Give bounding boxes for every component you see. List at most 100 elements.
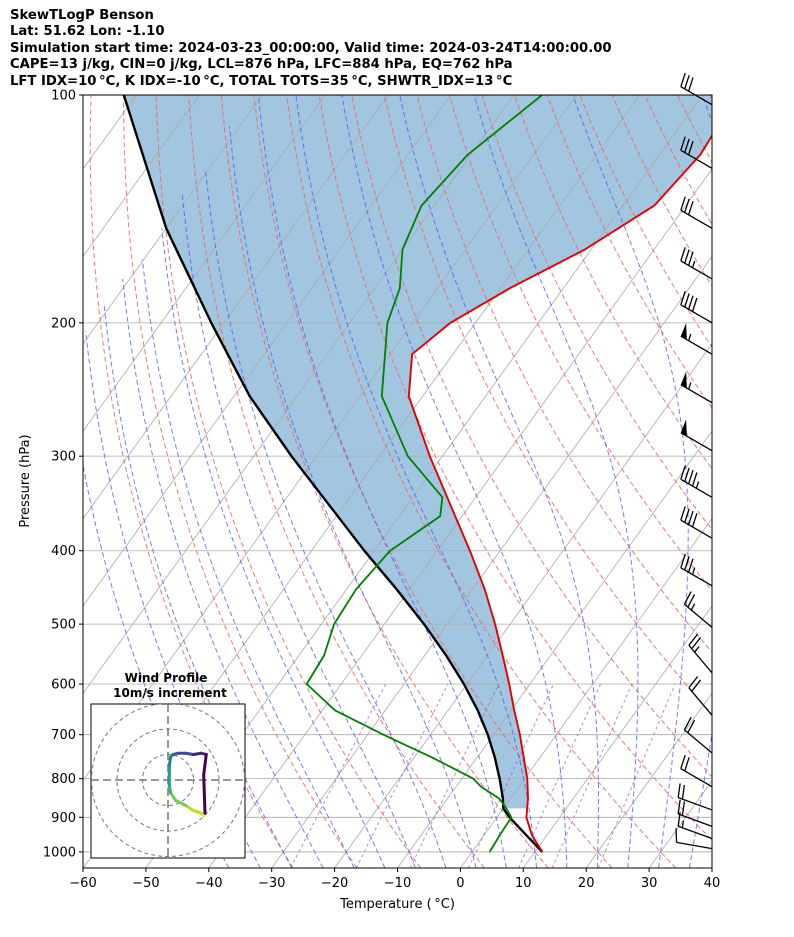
x-tick-label: −40 bbox=[195, 876, 222, 891]
hodograph-segment bbox=[202, 773, 207, 815]
wind-barb bbox=[680, 72, 713, 106]
wind-barb bbox=[680, 506, 713, 539]
barb-half-flag bbox=[694, 646, 700, 653]
barb-staff bbox=[680, 567, 713, 587]
isotherm-line bbox=[83, 95, 452, 607]
wind-barb bbox=[680, 291, 713, 324]
barb-half-flag bbox=[691, 567, 696, 575]
barb-flag bbox=[687, 251, 694, 266]
barb-flag bbox=[687, 141, 694, 156]
time-line: Simulation start time: 2024-03-23_00:00:… bbox=[10, 40, 612, 56]
barb-flag bbox=[684, 293, 690, 308]
barb-pennant bbox=[680, 371, 687, 389]
dry-adiabat bbox=[286, 95, 677, 868]
dry-adiabat bbox=[188, 95, 485, 868]
barb-flag bbox=[691, 637, 702, 650]
barb-pennant bbox=[680, 419, 687, 437]
mixing-ratio-line bbox=[518, 683, 602, 868]
isotherm-line bbox=[334, 343, 712, 868]
wind-barb bbox=[688, 633, 713, 674]
barb-staff bbox=[684, 729, 713, 754]
barb-flag bbox=[683, 716, 692, 731]
x-tick-label: 0 bbox=[456, 876, 464, 891]
barb-flag bbox=[680, 196, 686, 211]
y-tick-label: 400 bbox=[51, 544, 76, 559]
dry-adiabat bbox=[644, 95, 712, 226]
x-axis-label: Temperature ( °C) bbox=[339, 897, 455, 912]
moist-adiabat bbox=[688, 95, 712, 868]
wind-barb bbox=[688, 676, 713, 716]
barb-flag bbox=[675, 828, 678, 843]
y-tick-label: 1000 bbox=[43, 845, 76, 860]
barb-flag bbox=[684, 556, 690, 571]
hodograph-plot bbox=[91, 704, 245, 858]
indices-line-1: CAPE=13 j/kg, CIN=0 j/kg, LCL=876 hPa, L… bbox=[10, 57, 513, 73]
barb-flag bbox=[684, 75, 690, 90]
barb-staff bbox=[680, 86, 713, 106]
wind-barb bbox=[683, 716, 713, 754]
mixing-ratio-line bbox=[551, 683, 633, 868]
dry-adiabat bbox=[677, 95, 712, 164]
barb-staff bbox=[680, 304, 713, 324]
mixing-ratio-line bbox=[409, 683, 500, 868]
barb-staff bbox=[688, 644, 713, 674]
hodograph-segment bbox=[202, 753, 208, 777]
barb-half-flag bbox=[695, 481, 700, 489]
isotherm-line bbox=[83, 95, 326, 432]
isotherm-line bbox=[83, 95, 263, 345]
wind-barb bbox=[680, 247, 713, 280]
barb-flag bbox=[680, 291, 686, 306]
x-tick-label: 20 bbox=[578, 876, 595, 891]
dry-adiabat bbox=[155, 95, 422, 868]
barb-pennant bbox=[680, 323, 687, 340]
moist-adiabat bbox=[204, 168, 447, 868]
moist-adiabat bbox=[161, 228, 386, 868]
barb-flag bbox=[691, 679, 702, 692]
y-tick-label: 800 bbox=[51, 772, 76, 787]
barb-staff bbox=[680, 478, 713, 498]
isotherm-line bbox=[460, 517, 712, 868]
barb-flag bbox=[677, 783, 681, 798]
barb-staff bbox=[676, 841, 713, 850]
barb-flag bbox=[688, 633, 699, 646]
hodograph-segment bbox=[169, 791, 178, 802]
hodograph-inset: Wind Profile 10m/s increment bbox=[90, 671, 246, 859]
dry-adiabat bbox=[89, 95, 294, 868]
wind-barb bbox=[683, 591, 713, 628]
y-tick-label: 300 bbox=[51, 450, 76, 465]
isotherm-line bbox=[208, 168, 712, 868]
wind-barb bbox=[677, 783, 713, 811]
wind-barb bbox=[680, 754, 713, 788]
barb-flag bbox=[687, 558, 694, 573]
hodograph-title: Wind Profile bbox=[125, 671, 208, 685]
barb-flag bbox=[683, 591, 692, 605]
dewpoint-line bbox=[305, 95, 543, 853]
barb-flag bbox=[691, 513, 698, 528]
barb-staff bbox=[684, 603, 713, 628]
barb-flag bbox=[684, 138, 690, 153]
dry-adiabat bbox=[123, 95, 358, 868]
dry-adiabat bbox=[220, 95, 549, 868]
isotherm-line bbox=[0, 95, 73, 868]
plot-area bbox=[0, 95, 794, 868]
temperature-line bbox=[407, 133, 712, 853]
y-tick-label: 700 bbox=[51, 728, 76, 743]
moist-adiabat bbox=[473, 95, 639, 868]
isotherm-line bbox=[711, 867, 712, 868]
barb-flag bbox=[684, 757, 690, 772]
hodograph-segment bbox=[184, 804, 195, 813]
moist-adiabat bbox=[399, 95, 599, 868]
location-line: Lat: 51.62 Lon: -1.10 bbox=[10, 24, 165, 40]
dry-adiabat bbox=[383, 95, 712, 715]
barb-half-flag bbox=[687, 382, 692, 390]
barb-flag bbox=[687, 719, 696, 734]
barb-staff bbox=[680, 768, 713, 788]
moist-adiabat bbox=[720, 95, 794, 868]
y-tick-label: 100 bbox=[51, 89, 76, 104]
barb-staff bbox=[680, 260, 713, 280]
indices-line-2: LFT IDX=10 °C, K IDX=-10 °C, TOTAL TOTS=… bbox=[10, 73, 513, 89]
barb-flag bbox=[677, 811, 681, 827]
x-tick-label: 10 bbox=[515, 876, 532, 891]
barb-half-flag bbox=[691, 260, 696, 268]
barb-flag bbox=[680, 247, 686, 262]
